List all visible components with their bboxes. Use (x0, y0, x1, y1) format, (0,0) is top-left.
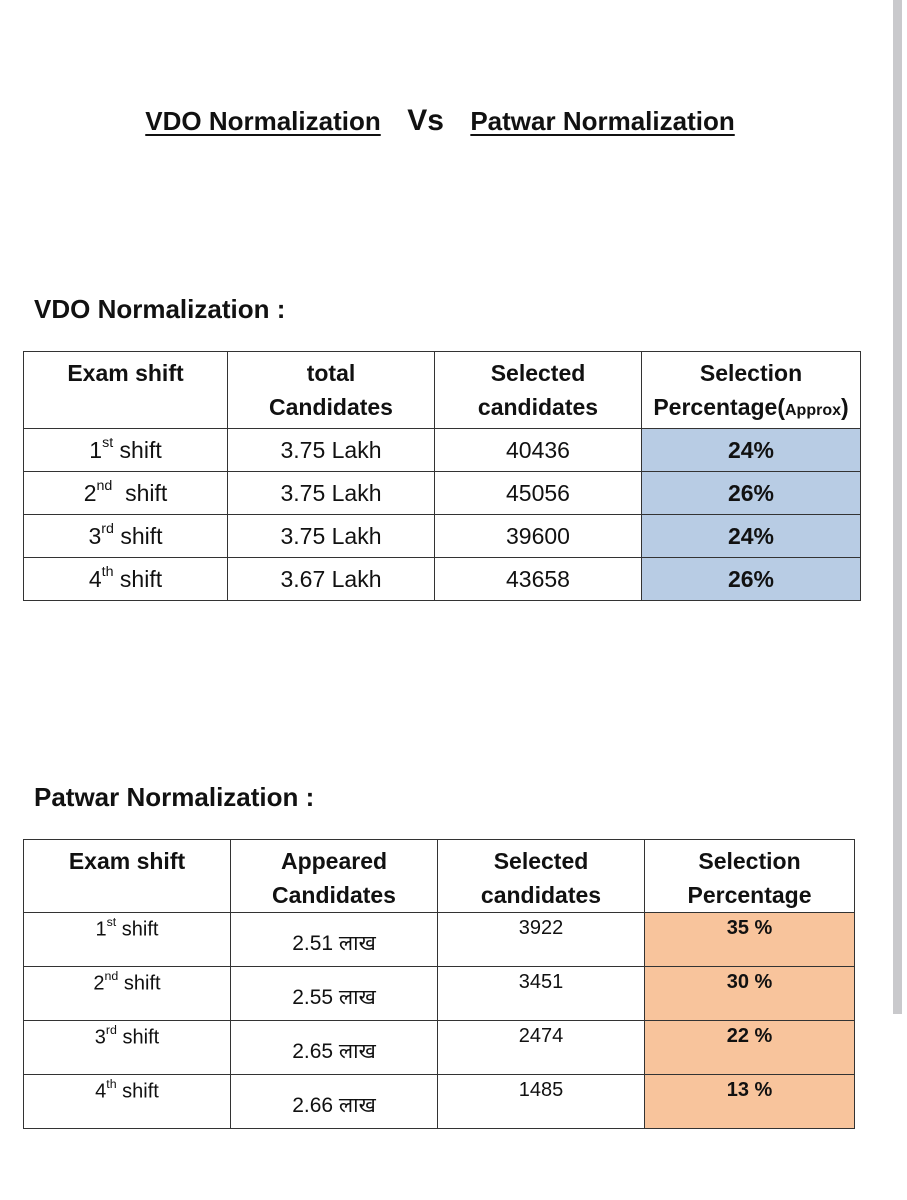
vdo-section-title: VDO Normalization : (34, 294, 286, 324)
vdo-shift-cell: 4th shift (23, 557, 228, 601)
patwar-appeared-cell: 2.51 लाख (230, 912, 438, 967)
patwar-row: 4th shift 2.66 लाख 1485 13 % (23, 1074, 855, 1129)
title-vdo: VDO Normalization (145, 106, 381, 136)
vdo-shift-cell: 3rd shift (23, 514, 228, 558)
patwar-shift-cell: 2nd shift (23, 966, 231, 1021)
vdo-row: 4th shift 3.67 Lakh 43658 26% (23, 557, 861, 601)
patwar-row: 2nd shift 2.55 लाख 3451 30 % (23, 966, 855, 1021)
vdo-total-cell: 3.75 Lakh (227, 428, 435, 472)
vdo-percentage-cell: 26% (641, 557, 861, 601)
vdo-header-percentage: Selection Percentage(Approx) (641, 351, 861, 429)
page-edge-bar (893, 0, 902, 1014)
vdo-header-row: Exam shift total Candidates Selected candi… (23, 351, 861, 429)
patwar-header-row: Exam shift Appeared Candidates Selected ca… (23, 839, 855, 913)
vdo-total-cell: 3.75 Lakh (227, 514, 435, 558)
patwar-percentage-cell: 22 % (644, 1020, 855, 1075)
vdo-total-cell: 3.67 Lakh (227, 557, 435, 601)
patwar-header-appeared: Appeared Candidates (230, 839, 438, 913)
patwar-selected-cell: 1485 (437, 1074, 645, 1129)
vdo-selected-cell: 39600 (434, 514, 642, 558)
patwar-header-shift: Exam shift (23, 839, 231, 913)
vdo-selected-cell: 43658 (434, 557, 642, 601)
title-patwar: Patwar Normalization (470, 106, 735, 136)
patwar-percentage-cell: 35 % (644, 912, 855, 967)
patwar-appeared-cell: 2.66 लाख (230, 1074, 438, 1129)
patwar-shift-cell: 3rd shift (23, 1020, 231, 1075)
vdo-shift-cell: 2nd shift (23, 471, 228, 515)
patwar-appeared-cell: 2.65 लाख (230, 1020, 438, 1075)
patwar-header-selected: Selected candidates (437, 839, 645, 913)
vdo-percentage-cell: 24% (641, 428, 861, 472)
patwar-appeared-cell: 2.55 लाख (230, 966, 438, 1021)
patwar-shift-cell: 4th shift (23, 1074, 231, 1129)
patwar-row: 1st shift 2.51 लाख 3922 35 % (23, 912, 855, 967)
vdo-header-selected: Selected candidates (434, 351, 642, 429)
vdo-header-shift: Exam shift (23, 351, 228, 429)
vdo-total-cell: 3.75 Lakh (227, 471, 435, 515)
vdo-table: Exam shift total Candidates Selected candi… (23, 351, 861, 601)
patwar-section-title: Patwar Normalization : (34, 782, 315, 812)
patwar-percentage-cell: 13 % (644, 1074, 855, 1129)
patwar-selected-cell: 3451 (437, 966, 645, 1021)
patwar-shift-cell: 1st shift (23, 912, 231, 967)
patwar-percentage-cell: 30 % (644, 966, 855, 1021)
vdo-percentage-cell: 26% (641, 471, 861, 515)
patwar-header-percentage: Selection Percentage (644, 839, 855, 913)
vdo-percentage-cell: 24% (641, 514, 861, 558)
patwar-selected-cell: 2474 (437, 1020, 645, 1075)
vdo-selected-cell: 40436 (434, 428, 642, 472)
vdo-row: 1st shift 3.75 Lakh 40436 24% (23, 428, 861, 472)
patwar-row: 3rd shift 2.65 लाख 2474 22 % (23, 1020, 855, 1075)
vdo-row: 3rd shift 3.75 Lakh 39600 24% (23, 514, 861, 558)
vdo-header-total: total Candidates (227, 351, 435, 429)
title-vs: Vs (407, 104, 444, 137)
patwar-table: Exam shift Appeared Candidates Selected ca… (23, 839, 855, 1129)
patwar-selected-cell: 3922 (437, 912, 645, 967)
vdo-shift-cell: 1st shift (23, 428, 228, 472)
vdo-selected-cell: 45056 (434, 471, 642, 515)
vdo-row: 2nd shift 3.75 Lakh 45056 26% (23, 471, 861, 515)
page-title: VDO Normalization Vs Patwar Normalizatio… (0, 104, 880, 138)
